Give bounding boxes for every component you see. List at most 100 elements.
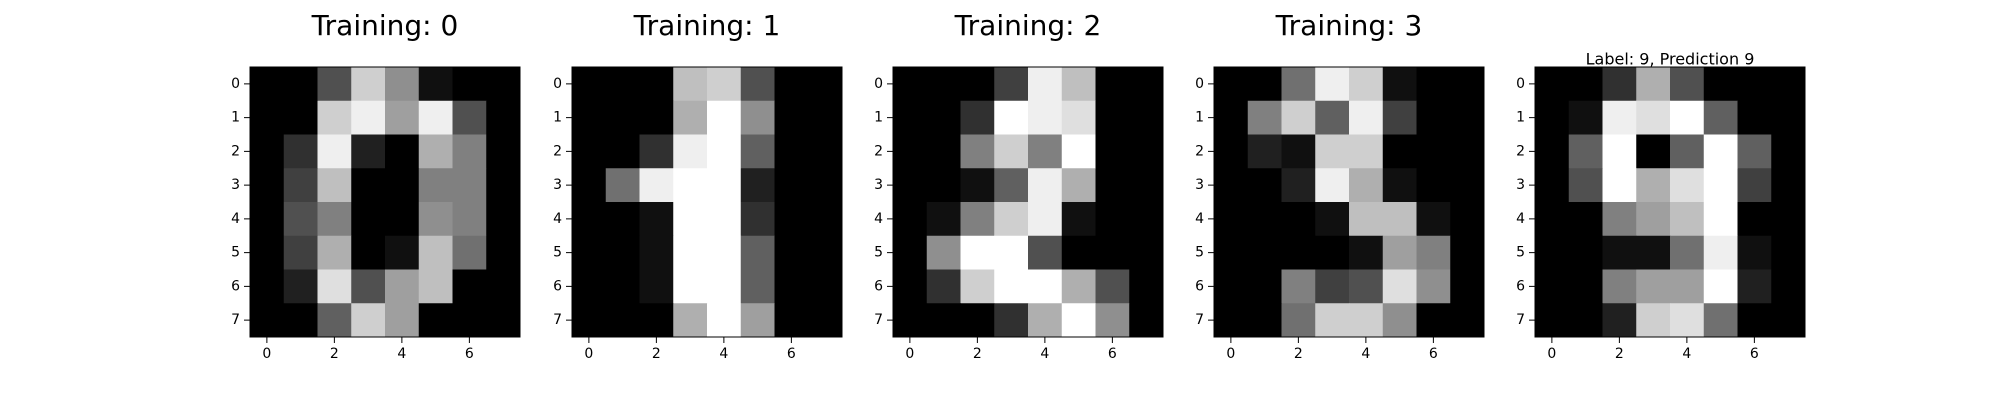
pixel-cell bbox=[605, 303, 640, 338]
pixel-cell bbox=[1771, 269, 1806, 304]
x-tick-label: 6 bbox=[1750, 346, 1759, 362]
pixel-cell bbox=[1281, 168, 1316, 203]
pixel-cell bbox=[1214, 235, 1249, 270]
pixel-cell bbox=[317, 303, 352, 338]
pixel-cell bbox=[572, 134, 607, 169]
pixel-cell bbox=[1703, 100, 1738, 135]
pixel-cell bbox=[418, 134, 453, 169]
y-tick-label: 0 bbox=[874, 76, 883, 92]
pixel-cell bbox=[452, 134, 487, 169]
pixel-cell bbox=[673, 202, 708, 237]
pixel-cell bbox=[1450, 168, 1485, 203]
pixel-cell bbox=[1281, 235, 1316, 270]
pixel-cell bbox=[1129, 269, 1164, 304]
pixel-cell bbox=[1568, 100, 1603, 135]
y-tick-label: 7 bbox=[1516, 312, 1525, 328]
x-tick-label: 4 bbox=[1040, 346, 1049, 362]
pixel-cell bbox=[1214, 303, 1249, 338]
pixel-cell bbox=[1028, 134, 1063, 169]
pixel-cell bbox=[960, 269, 995, 304]
pixel-cell bbox=[1247, 168, 1282, 203]
pixel-cell bbox=[707, 202, 742, 237]
pixel-cell bbox=[774, 100, 809, 135]
pixel-cell bbox=[1636, 100, 1671, 135]
pixel-cell bbox=[1247, 303, 1282, 338]
pixel-cell bbox=[707, 269, 742, 304]
x-tick-label: 4 bbox=[1361, 346, 1370, 362]
pixel-cell bbox=[1095, 202, 1130, 237]
pixel-cell bbox=[960, 202, 995, 237]
pixel-cell bbox=[1737, 202, 1772, 237]
pixel-cell bbox=[385, 202, 420, 237]
pixel-cell bbox=[1129, 303, 1164, 338]
pixel-cell bbox=[250, 269, 285, 304]
y-tick-label: 6 bbox=[1195, 278, 1204, 294]
pixel-cell bbox=[673, 134, 708, 169]
y-tick-label: 0 bbox=[553, 76, 562, 92]
pixel-cell bbox=[351, 303, 386, 338]
y-tick-label: 2 bbox=[553, 143, 562, 159]
pixel-cell bbox=[1568, 168, 1603, 203]
pixel-cell bbox=[1737, 100, 1772, 135]
pixel-cell bbox=[1636, 67, 1671, 102]
pixel-cell bbox=[673, 269, 708, 304]
y-tick-label: 1 bbox=[874, 110, 883, 126]
pixel-cell bbox=[605, 235, 640, 270]
pixel-cell bbox=[1095, 235, 1130, 270]
pixel-cell bbox=[1636, 202, 1671, 237]
pixel-cell bbox=[1771, 168, 1806, 203]
pixel-cell bbox=[1061, 134, 1096, 169]
x-tick-label: 6 bbox=[465, 346, 474, 362]
y-tick-label: 3 bbox=[231, 177, 240, 193]
pixel-cell bbox=[1281, 67, 1316, 102]
pixel-cell bbox=[740, 134, 775, 169]
pixel-cell bbox=[707, 100, 742, 135]
pixel-cell bbox=[740, 168, 775, 203]
pixel-cell bbox=[639, 269, 674, 304]
pixel-cell bbox=[418, 100, 453, 135]
pixel-cell bbox=[1349, 67, 1384, 102]
y-tick-label: 4 bbox=[1516, 211, 1525, 227]
pixel-cell bbox=[1450, 303, 1485, 338]
pixel-cell bbox=[572, 100, 607, 135]
pixel-cell bbox=[1281, 303, 1316, 338]
pixel-cell bbox=[572, 67, 607, 102]
panels: Training: 0 0 2 4 6 0 1 2 3 4 5 6 7 Training: 1 0 2 4 6 0 1… bbox=[231, 9, 1806, 362]
pixel-cell bbox=[740, 100, 775, 135]
pixel-cell bbox=[1771, 303, 1806, 338]
x-tick-label: 4 bbox=[1682, 346, 1691, 362]
pixel-cell bbox=[1061, 67, 1096, 102]
pixel-cell bbox=[1703, 269, 1738, 304]
x-tick-label: 0 bbox=[1547, 346, 1556, 362]
pixel-cell bbox=[1281, 202, 1316, 237]
pixel-cell bbox=[1129, 168, 1164, 203]
pixel-cell bbox=[1416, 134, 1451, 169]
y-tick-label: 0 bbox=[1195, 76, 1204, 92]
pixel-cell bbox=[893, 134, 928, 169]
pixel-cell bbox=[283, 235, 318, 270]
pixel-cell bbox=[317, 67, 352, 102]
pixel-cell bbox=[808, 100, 843, 135]
pixel-cell bbox=[808, 67, 843, 102]
pixel-cell bbox=[418, 235, 453, 270]
pixel-cell bbox=[452, 202, 487, 237]
pixel-cell bbox=[1214, 67, 1249, 102]
pixel-cell bbox=[960, 168, 995, 203]
pixel-cell bbox=[1247, 100, 1282, 135]
pixel-cell bbox=[317, 134, 352, 169]
pixel-cell bbox=[1382, 269, 1417, 304]
pixel-cell bbox=[926, 269, 961, 304]
pixel-cell bbox=[1349, 134, 1384, 169]
pixel-cell bbox=[1636, 168, 1671, 203]
pixel-cell bbox=[1129, 134, 1164, 169]
y-tick-label: 1 bbox=[553, 110, 562, 126]
pixel-cell bbox=[250, 168, 285, 203]
pixel-cell bbox=[1568, 202, 1603, 237]
x-tick-label: 6 bbox=[1429, 346, 1438, 362]
y-tick-label: 5 bbox=[874, 245, 883, 261]
pixel-cell bbox=[317, 202, 352, 237]
pixel-cell bbox=[1602, 235, 1637, 270]
pixel-cell bbox=[893, 202, 928, 237]
pixel-cell bbox=[740, 202, 775, 237]
y-tick-label: 1 bbox=[1516, 110, 1525, 126]
